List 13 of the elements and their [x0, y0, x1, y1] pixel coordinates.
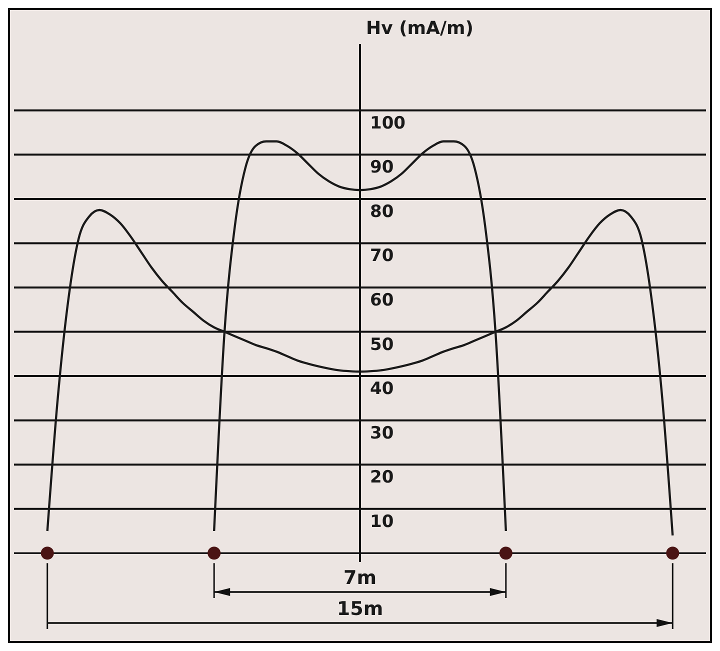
y-tick-label: 20 [370, 468, 394, 488]
y-tick-label: 60 [370, 290, 394, 311]
y-tick-label: 30 [370, 423, 394, 444]
y-tick-label: 10 [370, 512, 394, 532]
y-tick-label: 40 [370, 379, 394, 400]
text: 15m [336, 598, 384, 620]
y-tick-label: 80 [370, 202, 394, 222]
text: 7m [343, 567, 377, 589]
y-tick-label: 70 [370, 246, 394, 266]
y-axis-title: Hv (mA/m) [366, 18, 474, 39]
y-tick-label: 100 [370, 113, 406, 134]
y-tick-label: 50 [370, 334, 394, 355]
y-tick-label: 90 [370, 158, 394, 178]
